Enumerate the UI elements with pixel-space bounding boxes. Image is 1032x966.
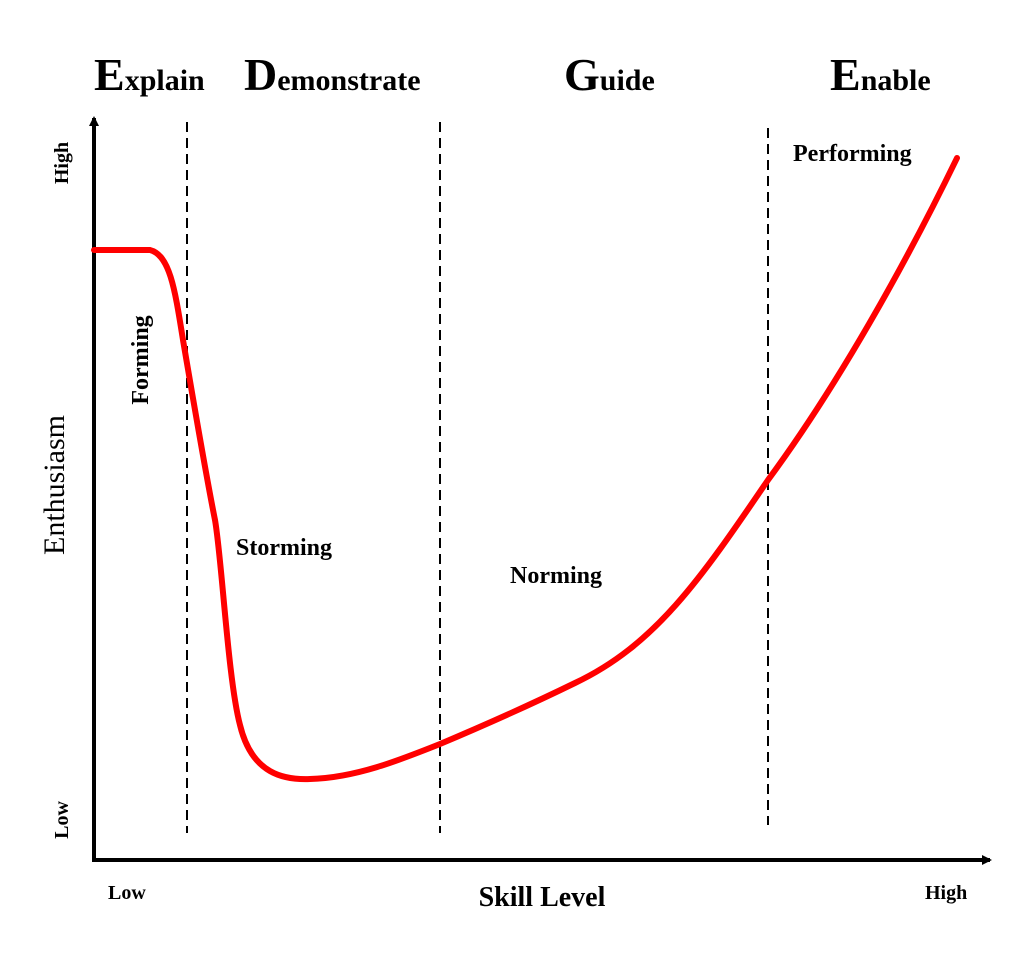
y-axis-high-label: High (51, 142, 73, 184)
stage-performing: Performing (793, 141, 912, 167)
phase-guide: Guide (564, 49, 655, 100)
phase-explain: Explain (94, 49, 205, 100)
y-axis-low-label: Low (51, 801, 73, 839)
enthusiasm-curve (91, 155, 960, 783)
x-axis-high-label: High (925, 882, 967, 904)
stage-forming: Forming (128, 315, 154, 404)
phase-demonstrate: Demonstrate (244, 49, 421, 100)
x-axis-title: Skill Level (479, 882, 606, 913)
stage-norming: Norming (510, 563, 602, 589)
y-axis-title: Enthusiasm (38, 415, 71, 555)
x-axis-low-label: Low (108, 882, 146, 904)
phase-enable: Enable (830, 49, 931, 100)
stage-storming: Storming (236, 535, 332, 561)
